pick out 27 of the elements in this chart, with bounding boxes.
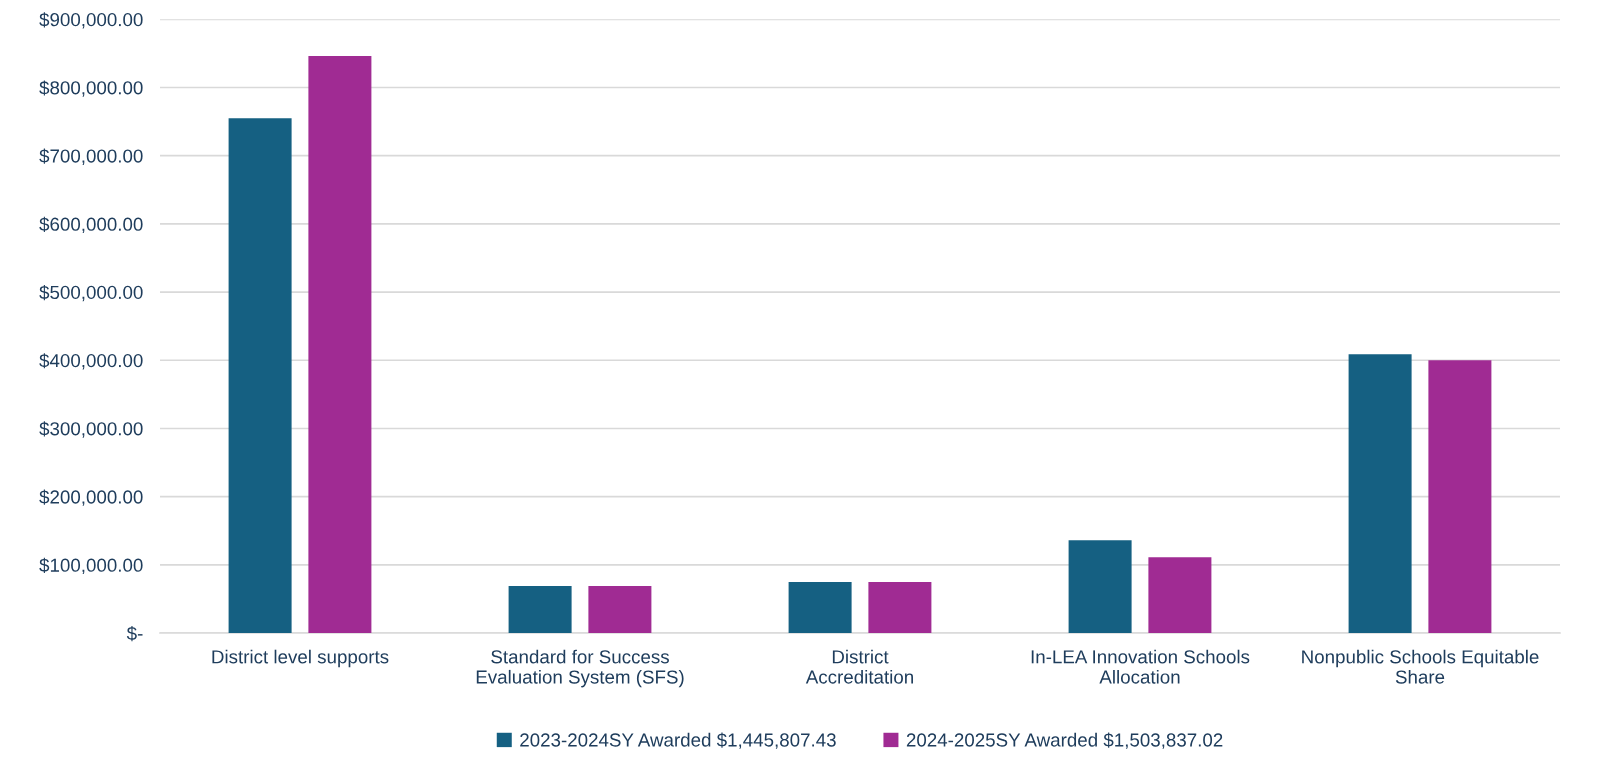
x-tick-label: Nonpublic Schools Equitable Share [1302,649,1539,684]
bar [588,585,652,634]
y-tick-label: $500,000.00 [39,284,143,302]
bar [508,585,572,634]
y-tick-label: $- [126,625,143,642]
y-tick-label: $700,000.00 [39,148,143,165]
legend-label: 2024-2025SY Awarded $1,503,837.02 [906,732,1223,749]
y-tick-label: $600,000.00 [39,216,143,234]
bar [1068,540,1132,634]
bar [788,581,852,634]
bar [1348,354,1412,634]
legend-label: 2023-2024SY Awarded $1,445,807.43 [520,732,836,749]
bar [868,581,932,634]
bar [308,56,372,634]
x-tick-label: District Accreditation [805,649,913,684]
x-tick-label: Standard for Success Evaluation System (SFS) [476,649,684,688]
y-tick-label: $100,000.00 [39,557,143,575]
bar [228,118,292,634]
y-tick-label: $400,000.00 [39,353,143,370]
bar [1148,557,1212,634]
x-tick-label: District level supports [212,649,389,668]
bar [1428,360,1492,634]
y-tick-label: $200,000.00 [39,489,143,506]
x-tick-label: In-LEA Innovation Schools Allocation [1031,649,1250,684]
y-tick-label: $800,000.00 [39,80,143,97]
y-tick-label: $300,000.00 [39,421,143,438]
y-tick-label: $900,000.00 [39,12,143,29]
